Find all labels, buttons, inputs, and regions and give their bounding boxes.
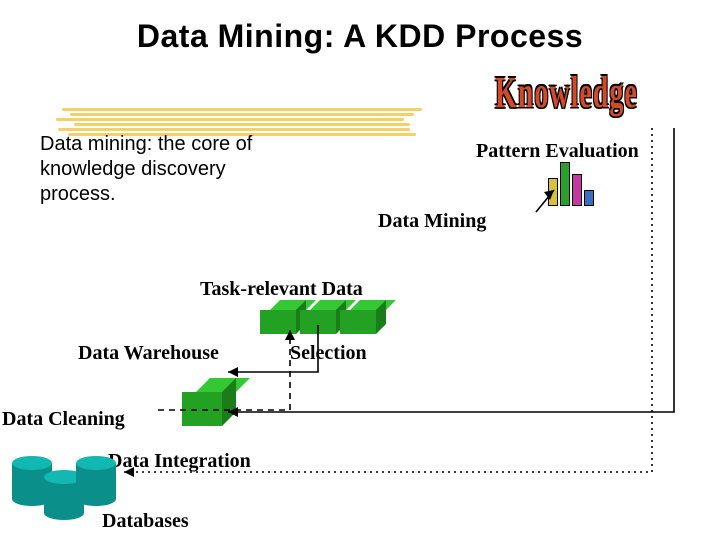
cylinder-db-3 bbox=[76, 456, 116, 504]
barchart-pattern-eval bbox=[548, 162, 594, 206]
label-data-integration: Data Integration bbox=[108, 450, 251, 473]
label-data-warehouse: Data Warehouse bbox=[78, 342, 219, 365]
knowledge-wordart: Knowledge bbox=[495, 68, 638, 119]
label-task-relevant-data: Task-relevant Data bbox=[200, 278, 363, 301]
slide-title: Data Mining: A KDD Process bbox=[0, 18, 720, 55]
label-databases: Databases bbox=[102, 510, 189, 533]
cube-warehouse bbox=[182, 378, 236, 426]
label-pattern-evaluation: Pattern Evaluation bbox=[476, 140, 639, 163]
label-data-cleaning: Data Cleaning bbox=[2, 408, 125, 431]
cube-task-3 bbox=[340, 300, 386, 334]
label-data-mining: Data Mining bbox=[378, 210, 486, 233]
label-selection: Selection bbox=[290, 342, 367, 365]
slide-subtitle: Data mining: the core of knowledge disco… bbox=[40, 132, 252, 207]
